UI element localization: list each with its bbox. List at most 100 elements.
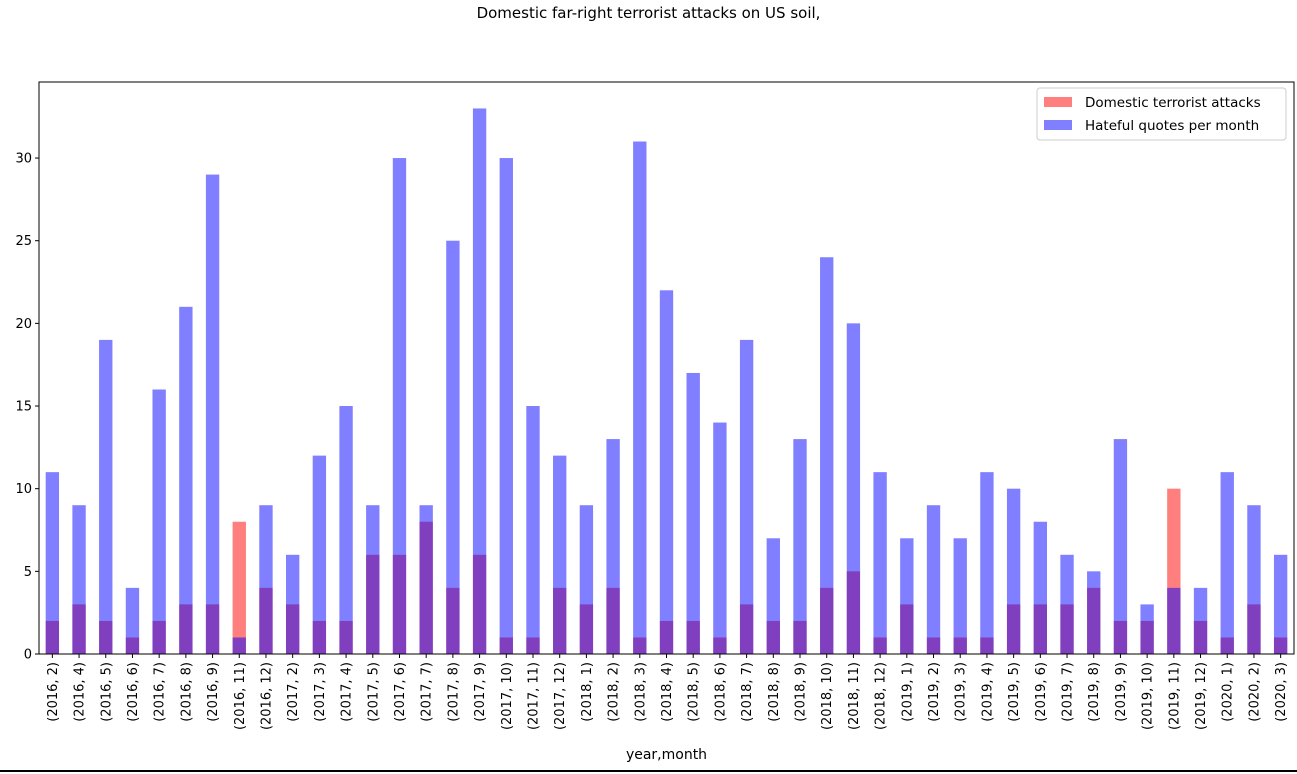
bar-quotes-44 bbox=[1220, 472, 1234, 654]
y-tick-label: 5 bbox=[24, 565, 32, 580]
x-axis: (2016, 2) (2016, 4) (2016, 5) (2016, 6) (201… bbox=[46, 654, 1289, 730]
x-tick-label: (2016, 6) bbox=[126, 662, 141, 722]
bar-quotes-25 bbox=[713, 422, 727, 654]
y-axis: 0 5 10 15 20 25 30 bbox=[15, 152, 39, 663]
bar-quotes-28 bbox=[793, 439, 807, 654]
bar-quotes-39 bbox=[1087, 571, 1101, 654]
x-tick-label: (2017, 4) bbox=[340, 662, 355, 722]
x-tick-label: (2018, 3) bbox=[633, 662, 648, 722]
x-tick-label: (2018, 11) bbox=[847, 662, 862, 730]
x-tick-label: (2018, 9) bbox=[794, 662, 809, 722]
x-tick-label: (2016, 7) bbox=[153, 662, 168, 722]
bar-quotes-1 bbox=[72, 505, 86, 654]
x-tick-label: (2018, 4) bbox=[660, 662, 675, 722]
bar-quotes-34 bbox=[953, 538, 967, 654]
x-tick-label: (2016, 11) bbox=[233, 662, 248, 730]
bar-quotes-40 bbox=[1113, 439, 1128, 654]
bar-quotes-27 bbox=[766, 538, 780, 654]
x-tick-label: (2019, 5) bbox=[1007, 662, 1022, 722]
x-tick-label: (2017, 12) bbox=[553, 662, 568, 730]
x-tick-label: (2017, 9) bbox=[473, 662, 488, 722]
bar-quotes-16 bbox=[472, 108, 487, 654]
x-tick-label: (2017, 11) bbox=[526, 662, 541, 730]
x-tick-label: (2020, 2) bbox=[1247, 662, 1262, 722]
bar-quotes-4 bbox=[152, 389, 166, 654]
bar-quotes-36 bbox=[1006, 488, 1021, 654]
bar-quotes-24 bbox=[686, 372, 700, 654]
x-tick-label: (2018, 6) bbox=[713, 662, 728, 722]
bars-layer bbox=[45, 108, 1288, 655]
x-tick-label: (2016, 9) bbox=[206, 662, 221, 722]
x-tick-label: (2020, 3) bbox=[1274, 662, 1289, 722]
legend-label-quotes: Hateful quotes per month bbox=[1085, 118, 1259, 134]
y-tick-label: 15 bbox=[15, 400, 32, 415]
x-tick-label: (2019, 4) bbox=[980, 662, 995, 722]
bar-quotes-23 bbox=[659, 290, 674, 654]
bar-quotes-8 bbox=[259, 505, 273, 654]
bar-quotes-17 bbox=[499, 158, 513, 655]
bar-quotes-35 bbox=[980, 472, 994, 654]
legend-swatch-quotes bbox=[1044, 120, 1072, 130]
bar-quotes-31 bbox=[873, 472, 887, 654]
x-tick-label: (2017, 10) bbox=[500, 662, 515, 730]
x-tick-label: (2016, 12) bbox=[259, 662, 274, 730]
legend-swatch-attacks bbox=[1044, 97, 1072, 107]
bar-quotes-5 bbox=[179, 306, 193, 654]
bar-quotes-43 bbox=[1193, 587, 1208, 654]
x-tick-label: (2019, 6) bbox=[1034, 662, 1049, 722]
bar-quotes-32 bbox=[900, 538, 914, 654]
x-tick-label: (2017, 5) bbox=[366, 662, 381, 722]
chart-title: Domestic far-right terrorist attacks on … bbox=[476, 4, 821, 22]
x-tick-label: (2017, 2) bbox=[286, 662, 301, 722]
x-tick-label: (2018, 1) bbox=[580, 662, 595, 722]
bar-quotes-41 bbox=[1140, 604, 1154, 654]
y-tick-label: 10 bbox=[15, 482, 32, 497]
legend: Domestic terrorist attacks Hateful quote… bbox=[1036, 87, 1287, 141]
legend-frame bbox=[1036, 87, 1287, 141]
x-tick-label: (2017, 7) bbox=[420, 662, 435, 722]
bar-quotes-9 bbox=[285, 554, 300, 654]
bar-quotes-45 bbox=[1247, 505, 1261, 654]
bar-quotes-14 bbox=[419, 505, 433, 654]
bar-quotes-20 bbox=[579, 505, 594, 654]
y-tick-label: 20 bbox=[15, 317, 32, 332]
x-tick-label: (2019, 2) bbox=[927, 662, 942, 722]
bar-quotes-30 bbox=[846, 323, 861, 654]
x-tick-label: (2020, 1) bbox=[1221, 662, 1236, 722]
bar-quotes-37 bbox=[1033, 521, 1047, 654]
y-tick-label: 30 bbox=[15, 152, 32, 167]
bar-quotes-15 bbox=[446, 240, 460, 654]
bottom-rule bbox=[0, 770, 1297, 772]
x-tick-label: (2019, 11) bbox=[1167, 662, 1182, 730]
bar-quotes-46 bbox=[1273, 554, 1288, 654]
bar-quotes-3 bbox=[125, 587, 140, 654]
x-tick-label: (2018, 8) bbox=[767, 662, 782, 722]
bar-quotes-33 bbox=[926, 505, 941, 654]
x-tick-label: (2018, 5) bbox=[687, 662, 702, 722]
bar-quotes-2 bbox=[99, 339, 113, 654]
bar-quotes-7 bbox=[232, 637, 246, 654]
bar-quotes-13 bbox=[392, 158, 407, 655]
x-tick-label: (2018, 12) bbox=[874, 662, 889, 730]
bar-attacks-7 bbox=[232, 521, 246, 654]
bar-quotes-6 bbox=[205, 174, 220, 654]
y-tick-label: 25 bbox=[15, 234, 32, 249]
x-tick-label: (2016, 4) bbox=[73, 662, 88, 722]
x-axis-label: year,month bbox=[626, 747, 707, 763]
x-tick-label: (2019, 8) bbox=[1087, 662, 1102, 722]
bar-quotes-29 bbox=[820, 257, 834, 654]
bar-quotes-22 bbox=[633, 141, 647, 654]
y-tick-label: 0 bbox=[24, 648, 32, 663]
x-tick-label: (2019, 9) bbox=[1114, 662, 1129, 722]
x-tick-label: (2018, 7) bbox=[740, 662, 755, 722]
bar-quotes-18 bbox=[526, 406, 540, 654]
bar-quotes-0 bbox=[45, 472, 60, 654]
x-tick-label: (2019, 10) bbox=[1141, 662, 1156, 730]
x-tick-label: (2017, 8) bbox=[446, 662, 461, 722]
bar-quotes-11 bbox=[339, 406, 353, 654]
bar-quotes-12 bbox=[366, 505, 380, 654]
legend-label-attacks: Domestic terrorist attacks bbox=[1085, 95, 1261, 111]
x-tick-label: (2016, 2) bbox=[46, 662, 61, 722]
x-tick-label: (2018, 2) bbox=[607, 662, 622, 722]
bar-quotes-42 bbox=[1167, 587, 1181, 654]
